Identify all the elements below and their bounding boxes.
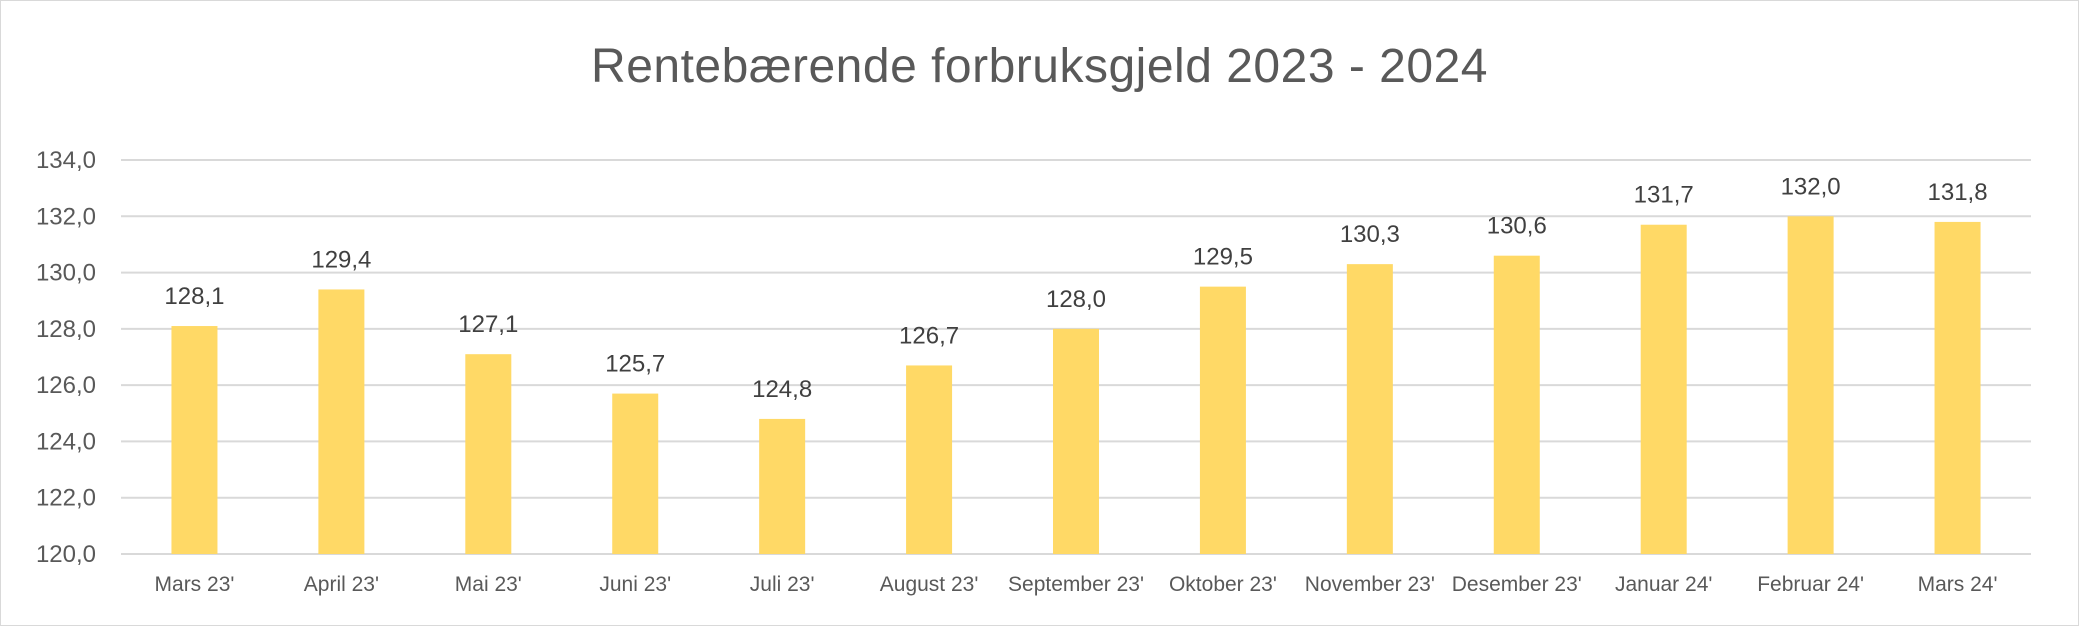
bar [1346,264,1393,554]
x-tick-label: Juni 23' [599,573,671,596]
x-tick-label: Desember 23' [1452,573,1582,596]
y-tick-label: 124,0 [36,428,96,455]
chart-title: Rentebærende forbruksgjeld 2023 - 2024 [591,40,1488,93]
bars [171,216,1981,555]
bar [1787,216,1834,555]
data-label: 132,0 [1781,173,1841,200]
data-label: 129,5 [1193,244,1253,271]
data-label: 126,7 [899,322,959,349]
data-label: 124,8 [752,376,812,403]
data-label: 131,7 [1634,182,1694,209]
x-tick-label: Juli 23' [750,573,815,596]
x-tick-label: August 23' [880,573,979,596]
data-label: 125,7 [605,351,665,378]
y-tick-label: 122,0 [36,485,96,512]
x-tick-label: Mai 23' [455,573,522,596]
x-tick-label: Mars 24' [1918,573,1998,596]
x-tick-label: April 23' [304,573,379,596]
bar [1493,255,1540,554]
bar [1640,224,1687,554]
x-tick-label: Mars 23' [155,573,235,596]
bar [759,418,806,554]
x-tick-label: Oktober 23' [1169,573,1277,596]
bar [1934,221,1981,554]
bar [465,354,512,554]
data-label: 129,4 [311,246,371,273]
data-label: 127,1 [458,311,518,338]
x-tick-label: November 23' [1305,573,1435,596]
data-label: 128,0 [1046,286,1106,313]
x-tick-label: Januar 24' [1615,573,1712,596]
bar [318,289,365,554]
y-tick-label: 126,0 [36,372,96,399]
bar [171,326,218,554]
y-tick-label: 134,0 [36,147,96,174]
bar [612,393,659,554]
bar [906,365,953,554]
y-tick-label: 130,0 [36,260,96,287]
y-tick-label: 120,0 [36,541,96,568]
data-label: 128,1 [164,283,224,310]
data-label: 131,8 [1928,179,1988,206]
data-label: 130,3 [1340,221,1400,248]
x-tick-label: Februar 24' [1757,573,1864,596]
bar [1199,286,1246,554]
y-tick-label: 128,0 [36,316,96,343]
x-tick-label: September 23' [1008,573,1144,596]
labels: 120,0 122,0 124,0 126,0 128,0 130,0 132,0 134,0… [36,147,1998,596]
data-label: 130,6 [1487,213,1547,240]
y-tick-label: 132,0 [36,203,96,230]
bar [1053,328,1099,554]
